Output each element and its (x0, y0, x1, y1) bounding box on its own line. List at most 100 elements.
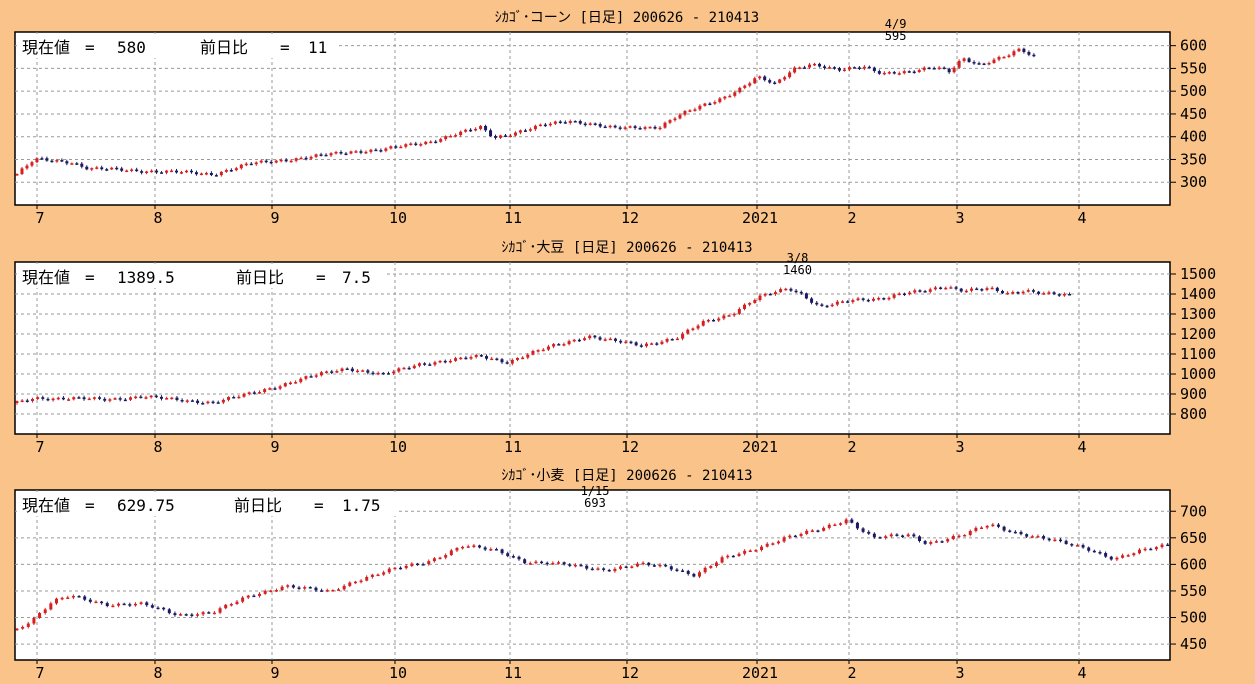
candle-body (913, 290, 917, 293)
candle-body (387, 568, 391, 573)
candle-body (743, 304, 747, 309)
candle-body (269, 161, 273, 164)
candle-body (133, 603, 137, 606)
x-tick-label: 2021 (742, 664, 778, 682)
candle-body (26, 623, 30, 627)
candle-body (111, 605, 115, 608)
candle-body (882, 298, 886, 300)
candle-body (557, 344, 561, 346)
candle-body (743, 550, 747, 554)
candle-body (714, 562, 718, 566)
candle-body (815, 302, 819, 305)
x-axis: 7 8 9 10 11 12 2021 2 3 4 (35, 660, 1087, 682)
candle-body (237, 396, 241, 399)
candle-body (54, 598, 58, 604)
candle-body (173, 613, 177, 616)
candle-body (996, 524, 1000, 527)
candle-body (1047, 292, 1051, 294)
candle-body (763, 293, 767, 296)
candle-body (340, 368, 344, 372)
candle-body (113, 398, 117, 400)
candle-body (25, 400, 29, 402)
candle-body (264, 160, 268, 163)
candle-body (348, 582, 352, 586)
candle-body (946, 539, 950, 542)
candle-body (760, 546, 764, 551)
candle-body (291, 585, 295, 588)
candle-body (562, 344, 566, 346)
candle-body (846, 301, 850, 303)
candle-body (708, 103, 712, 106)
candle-body (258, 392, 262, 394)
candle-body (219, 171, 223, 176)
candle-body (937, 67, 941, 70)
candle-body (43, 609, 47, 614)
candle-body (726, 555, 730, 558)
candle-body (531, 350, 535, 355)
x-tick-label: 7 (35, 438, 44, 456)
change-value: 1.75 (342, 496, 381, 515)
candle-body (652, 565, 656, 567)
candle-body (154, 395, 158, 398)
candle-body (608, 338, 612, 341)
candle-body (619, 340, 623, 343)
candle-body (393, 567, 397, 570)
y-tick-label: 450 (1180, 635, 1207, 653)
y-tick-label: 600 (1180, 37, 1207, 55)
candle-body (160, 172, 164, 174)
info-background (17, 264, 387, 288)
candle-body (149, 395, 153, 398)
candle-body (432, 558, 436, 562)
current-value: 629.75 (117, 496, 175, 515)
candle-body (421, 564, 425, 566)
x-tick-label: 10 (389, 664, 407, 682)
candle-body (518, 130, 522, 133)
candle-body (567, 341, 571, 345)
candle-body (423, 363, 427, 365)
x-tick-label: 9 (270, 664, 279, 682)
candle-body (970, 288, 974, 291)
candle-body (793, 535, 797, 538)
y-axis: 600 550 500 450 400 350 300 (1170, 37, 1207, 191)
candle-body (404, 144, 408, 147)
candle-body (1042, 536, 1046, 539)
peak-date: 3/8 (787, 251, 809, 265)
candle-body (41, 397, 45, 399)
candle-body (495, 358, 499, 361)
candle-body (279, 159, 283, 162)
candle-body (218, 608, 222, 613)
candle-body (30, 399, 34, 402)
current-eq: = (85, 496, 95, 515)
candle-body (325, 590, 329, 592)
candle-body (94, 601, 98, 604)
candle-body (479, 125, 483, 129)
candle-body (156, 607, 160, 610)
candle-body (696, 325, 700, 329)
current-eq: = (85, 268, 95, 287)
info-background (17, 34, 337, 58)
candle-body (359, 151, 363, 153)
candle-body (980, 289, 984, 291)
candle-body (917, 70, 921, 73)
candle-body (928, 289, 932, 292)
candle-body (259, 160, 263, 163)
candle-body (932, 68, 936, 70)
candle-body (541, 349, 545, 352)
candle-body (598, 124, 602, 127)
candle-body (776, 541, 780, 544)
candle-body (968, 530, 972, 535)
candle-body (190, 614, 194, 616)
change-value: 11 (308, 38, 327, 57)
candle-body (851, 300, 855, 303)
candle-body (703, 567, 707, 573)
candle-body (263, 590, 267, 594)
candle-body (753, 300, 757, 304)
candle-body (417, 363, 421, 366)
candle-body (50, 160, 54, 163)
candle-body (108, 399, 112, 401)
change-label: 前日比 (236, 268, 284, 287)
candle-body (331, 590, 335, 592)
candle-body (294, 158, 298, 161)
candle-body (927, 67, 931, 70)
